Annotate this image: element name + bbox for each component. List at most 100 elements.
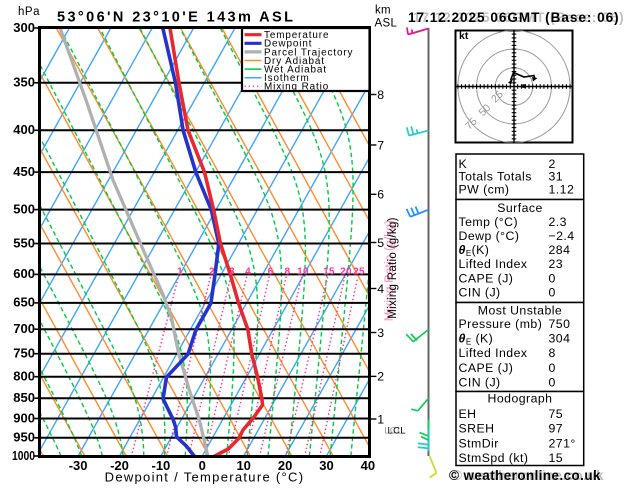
svg-text:900: 900 (13, 410, 35, 425)
svg-text:PW (cm): PW (cm) (459, 183, 510, 197)
svg-text:Mixing Ratio (g/kg): Mixing Ratio (g/kg) (384, 220, 396, 322)
svg-text:500: 500 (13, 201, 35, 216)
svg-text:LCL: LCL (384, 425, 402, 436)
svg-text:1.12: 1.12 (549, 183, 575, 197)
svg-text:Dewpoint: Dewpoint (264, 39, 312, 50)
svg-text:Mixing Ratio (g/kg): Mixing Ratio (g/kg) (387, 217, 399, 319)
svg-text:Isotherm: Isotherm (264, 73, 310, 84)
svg-text:K: K (459, 157, 468, 171)
svg-text:650: 650 (13, 295, 35, 310)
svg-text:8: 8 (377, 88, 384, 102)
svg-text:hPa: hPa (18, 6, 40, 18)
svg-text:EH: EH (459, 407, 477, 421)
svg-text:550: 550 (13, 235, 35, 250)
svg-text:800: 800 (13, 369, 35, 384)
svg-text:750: 750 (13, 346, 35, 361)
svg-text:300: 300 (13, 20, 35, 35)
svg-text:Dewpoint / Temperature (°C): Dewpoint / Temperature (°C) (105, 470, 305, 485)
svg-text:4: 4 (377, 282, 384, 296)
svg-text:2: 2 (209, 267, 215, 278)
svg-text:15: 15 (549, 451, 564, 465)
svg-text:θE(K): θE(K) (459, 243, 490, 258)
svg-text:15: 15 (323, 267, 335, 278)
svg-text:8: 8 (549, 346, 556, 360)
svg-text:750: 750 (549, 317, 571, 331)
svg-text:450: 450 (13, 164, 35, 179)
svg-text:304: 304 (549, 332, 571, 346)
svg-text:Surface: Surface (497, 201, 543, 215)
svg-text:StmDir: StmDir (459, 437, 499, 451)
svg-text:-20: -20 (110, 458, 129, 473)
svg-text:3: 3 (377, 326, 384, 340)
svg-text:950: 950 (13, 430, 35, 445)
svg-text:Lifted Index: Lifted Index (459, 257, 528, 271)
svg-text:400: 400 (13, 122, 35, 137)
svg-text:40: 40 (361, 458, 375, 473)
svg-text:31: 31 (549, 170, 564, 184)
svg-text:17.12.2025 06GMT (Base: 06): 17.12.2025 06GMT (Base: 06) (408, 10, 620, 25)
svg-text:2: 2 (549, 157, 556, 171)
svg-text:3: 3 (229, 267, 235, 278)
svg-text:600: 600 (13, 266, 35, 281)
svg-text:CIN (J): CIN (J) (459, 376, 501, 390)
svg-text:10: 10 (297, 267, 309, 278)
svg-text:350: 350 (13, 75, 35, 90)
svg-text:0: 0 (199, 458, 206, 473)
svg-text:1: 1 (177, 267, 183, 278)
svg-text:CAPE (J): CAPE (J) (459, 271, 514, 285)
svg-text:kt: kt (459, 30, 469, 42)
svg-text:CIN (J): CIN (J) (459, 285, 501, 299)
svg-text:Pressure (mb): Pressure (mb) (459, 317, 543, 331)
svg-text:6: 6 (377, 188, 384, 202)
svg-text:1000: 1000 (12, 448, 35, 463)
svg-text:Lifted Index: Lifted Index (459, 346, 528, 360)
svg-text:Mixing Ratio: Mixing Ratio (264, 82, 329, 93)
svg-text:30: 30 (319, 458, 333, 473)
svg-text:Parcel Trajectory: Parcel Trajectory (264, 47, 353, 58)
svg-text:10: 10 (236, 458, 250, 473)
svg-text:4: 4 (245, 267, 251, 278)
svg-text:Totals Totals: Totals Totals (459, 170, 532, 184)
svg-text:1: 1 (377, 412, 384, 426)
svg-text:Wet Adiabat: Wet Adiabat (264, 65, 327, 76)
svg-text:ASL: ASL (375, 18, 398, 30)
svg-text:0: 0 (549, 285, 556, 299)
svg-text:StmSpd (kt): StmSpd (kt) (459, 451, 529, 465)
svg-text:20: 20 (278, 458, 292, 473)
svg-text:0: 0 (549, 361, 556, 375)
svg-text:5: 5 (377, 236, 384, 250)
svg-text:CAPE (J): CAPE (J) (459, 361, 514, 375)
svg-text:0: 0 (549, 376, 556, 390)
svg-text:7: 7 (377, 138, 384, 152)
svg-text:-30: -30 (69, 458, 88, 473)
svg-text:20: 20 (340, 267, 352, 278)
svg-text:LCL: LCL (388, 425, 406, 436)
svg-text:53°06'N 23°10'E 143m ASL: 53°06'N 23°10'E 143m ASL (57, 10, 295, 26)
svg-text:-10: -10 (152, 458, 171, 473)
svg-text:θE (K): θE (K) (459, 332, 494, 347)
svg-text:271°: 271° (549, 437, 576, 451)
svg-text:97: 97 (549, 421, 564, 435)
svg-text:SREH: SREH (459, 421, 495, 435)
svg-text:850: 850 (13, 390, 35, 405)
svg-text:17.12.2025 06GMT (Base: 06): 17.12.2025 06GMT (Base: 06) (413, 10, 625, 25)
svg-text:Dewp (°C): Dewp (°C) (459, 229, 520, 243)
svg-text:75: 75 (549, 407, 564, 421)
svg-text:Most Unstable: Most Unstable (478, 304, 562, 318)
svg-text:−2.4: −2.4 (549, 229, 575, 243)
svg-text:700: 700 (13, 321, 35, 336)
svg-text:Hodograph: Hodograph (488, 392, 553, 406)
svg-text:© weatheronline.co.uk: © weatheronline.co.uk (452, 468, 604, 483)
svg-text:25: 25 (353, 267, 365, 278)
svg-text:km: km (375, 5, 391, 17)
svg-text:8: 8 (284, 267, 290, 278)
svg-text:23: 23 (549, 257, 564, 271)
svg-text:Temp (°C): Temp (°C) (459, 215, 519, 229)
svg-text:Temperature: Temperature (264, 30, 329, 41)
svg-text:2: 2 (377, 370, 384, 384)
svg-text:284: 284 (549, 243, 571, 257)
svg-text:Dry Adiabat: Dry Adiabat (264, 56, 325, 67)
svg-text:6: 6 (268, 267, 274, 278)
svg-text:© weatheronline.co.uk: © weatheronline.co.uk (449, 468, 601, 483)
svg-text:2.3: 2.3 (549, 215, 567, 229)
